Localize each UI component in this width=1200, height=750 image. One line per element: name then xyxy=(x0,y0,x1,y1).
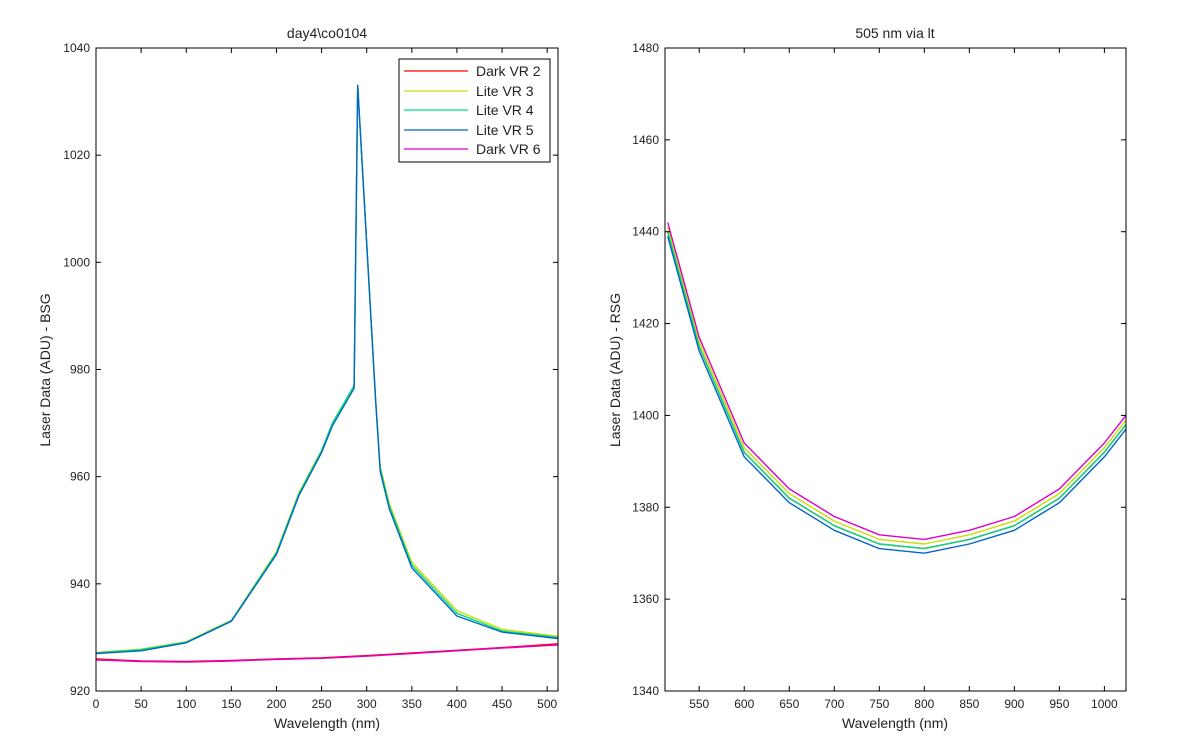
left-plot: 0 50 100 150 200 250 300 350 400 450 500 920 940 960 9… xyxy=(37,25,559,731)
legend-label-dark-vr-6: Dark VR 6 xyxy=(476,141,541,157)
right-series-group xyxy=(667,222,1127,554)
left-x-tick-label: 100 xyxy=(176,697,196,711)
left-x-tick-label: 0 xyxy=(93,697,100,711)
legend: Dark VR 2 Lite VR 3 Lite VR 4 Lite VR 5 … xyxy=(398,58,551,163)
left-x-tick-label: 450 xyxy=(492,697,512,711)
left-y-axis-title: Laser Data (ADU) - BSG xyxy=(37,293,53,446)
left-x-tick-label: 400 xyxy=(447,697,467,711)
right-series-line-lite-vr-3 xyxy=(667,226,1127,545)
right-y-tick-label: 1420 xyxy=(632,317,659,331)
left-series-line-lite-vr-5 xyxy=(95,84,559,655)
left-y-tick-label: 960 xyxy=(70,470,90,484)
left-x-tick-label: 300 xyxy=(357,697,377,711)
legend-label-lite-vr-3: Lite VR 3 xyxy=(476,83,534,99)
right-plot: 550 600 650 700 750 800 850 900 950 1000 1340 1360 1… xyxy=(607,25,1127,731)
right-x-tick-label: 550 xyxy=(689,697,709,711)
right-series-line-lite-vr-5 xyxy=(667,236,1127,554)
left-y-tick-label: 980 xyxy=(70,363,90,377)
right-x-tick-label: 900 xyxy=(1004,697,1024,711)
right-x-tick-label: 1000 xyxy=(1091,697,1118,711)
left-x-tick-label: 150 xyxy=(221,697,241,711)
right-y-tick-label: 1400 xyxy=(632,408,659,422)
right-y-tick-label: 1440 xyxy=(632,225,659,239)
right-x-axis-title: Wavelength (nm) xyxy=(842,715,948,731)
right-y-tick-label: 1340 xyxy=(632,684,659,698)
right-series-line-lite-vr-4 xyxy=(667,231,1127,550)
right-y-axis-title: Laser Data (ADU) - RSG xyxy=(607,293,623,447)
legend-label-lite-vr-5: Lite VR 5 xyxy=(476,122,534,138)
legend-label-dark-vr-2: Dark VR 2 xyxy=(476,63,541,79)
left-x-tick-label: 500 xyxy=(537,697,557,711)
left-y-tick-label: 1000 xyxy=(63,255,90,269)
left-x-tick-label: 250 xyxy=(312,697,332,711)
left-y-tick-label: 1040 xyxy=(63,41,90,55)
right-y-tick-label: 1460 xyxy=(632,133,659,147)
left-x-axis-title: Wavelength (nm) xyxy=(274,715,380,731)
left-y-tick-label: 920 xyxy=(70,684,90,698)
right-ticks: 550 600 650 700 750 800 850 900 950 1000 1340 1360 1… xyxy=(632,41,1126,711)
right-x-tick-label: 850 xyxy=(959,697,979,711)
left-chart-title: day4\co0104 xyxy=(287,25,367,41)
left-ticks: 0 50 100 150 200 250 300 350 400 450 500 920 940 960 9… xyxy=(63,41,558,711)
right-x-tick-label: 600 xyxy=(734,697,754,711)
right-x-tick-label: 750 xyxy=(869,697,889,711)
right-y-tick-label: 1480 xyxy=(632,41,659,55)
right-y-tick-label: 1380 xyxy=(632,500,659,514)
left-x-tick-label: 350 xyxy=(402,697,422,711)
right-x-tick-label: 700 xyxy=(824,697,844,711)
right-x-tick-label: 800 xyxy=(914,697,934,711)
left-x-tick-label: 50 xyxy=(134,697,148,711)
left-series-line-dark-vr-6 xyxy=(95,644,559,663)
right-series-line-dark-vr-6 xyxy=(667,222,1127,541)
right-x-tick-label: 650 xyxy=(779,697,799,711)
left-x-tick-label: 200 xyxy=(266,697,286,711)
left-y-tick-label: 940 xyxy=(70,577,90,591)
right-plot-area xyxy=(665,48,1126,691)
left-y-tick-label: 1020 xyxy=(63,148,90,162)
legend-label-lite-vr-4: Lite VR 4 xyxy=(476,102,534,118)
left-series-group xyxy=(95,84,559,663)
right-plot-frame xyxy=(664,47,1127,692)
right-x-tick-label: 950 xyxy=(1049,697,1069,711)
right-y-tick-label: 1360 xyxy=(632,592,659,606)
right-chart-title: 505 nm via lt xyxy=(855,25,934,41)
